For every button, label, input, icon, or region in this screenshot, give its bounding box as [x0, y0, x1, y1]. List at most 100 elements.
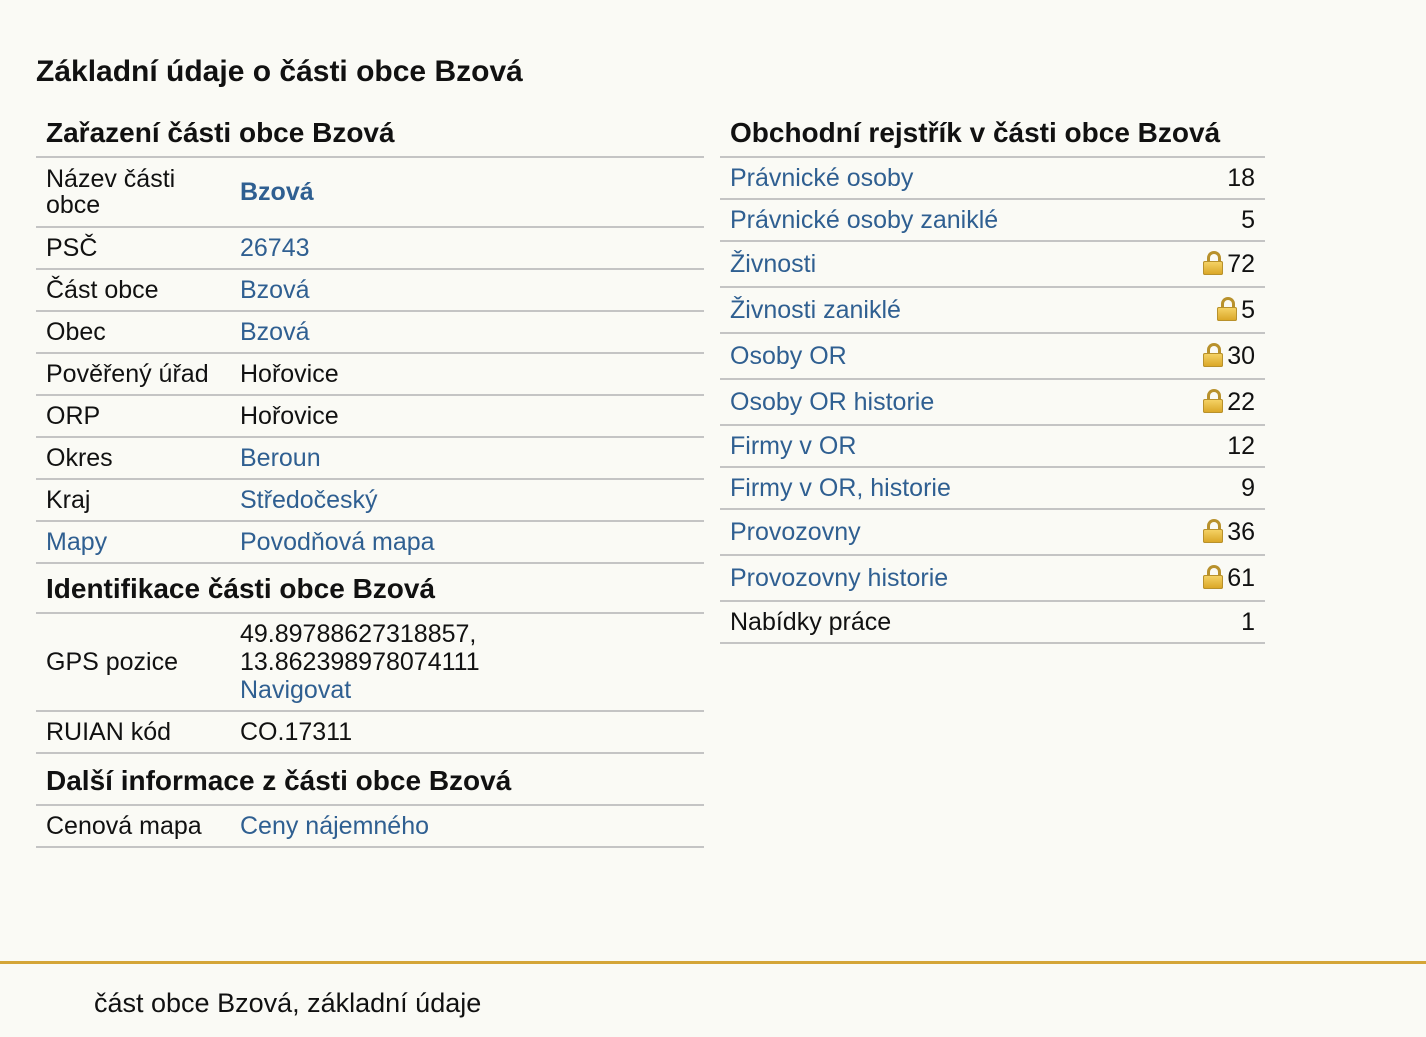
register-item-count-cell: 30 [1125, 333, 1265, 380]
register-item-count-cell: 36 [1125, 509, 1265, 556]
table-row-ruian: RUIAN kód CO.17311 [36, 711, 704, 754]
register-item-link[interactable]: Živnosti zaniklé [730, 296, 901, 324]
zarazeni-section-title: Zařazení části obce Bzová [36, 110, 704, 158]
row-label: Kraj [36, 479, 230, 522]
page-title: Základní údaje o části obce Bzová [36, 55, 523, 88]
register-item-link[interactable]: Provozovny [730, 518, 861, 546]
table-row-gps: GPS pozice 49.89788627318857, 13.8623989… [36, 614, 704, 712]
gps-value: 49.89788627318857, 13.862398978074111 Na… [230, 614, 704, 712]
table-row: Nabídky práce 1 [720, 601, 1265, 644]
lock-icon [1203, 251, 1224, 275]
table-row: Provozovny historie 61 [720, 555, 1265, 602]
row-label: Obec [36, 311, 230, 354]
register-item-count: 18 [1227, 164, 1255, 192]
row-label: Část obce [36, 269, 230, 312]
table-row: Právnické osoby zaniklé 5 [720, 199, 1265, 242]
row-label: ORP [36, 395, 230, 438]
register-item-count: 5 [1241, 296, 1255, 324]
register-item-link[interactable]: Firmy v OR [730, 432, 857, 460]
right-column: Obchodní rejstřík v části obce Bzová Prá… [720, 110, 1265, 644]
register-item-count-cell: 22 [1125, 379, 1265, 426]
register-item-count: 12 [1227, 432, 1255, 460]
dalsi-section-title: Další informace z části obce Bzová [36, 758, 704, 806]
register-item-count: 30 [1227, 342, 1255, 370]
ceny-najemneho-link[interactable]: Ceny nájemného [240, 812, 430, 840]
register-item-count: 61 [1227, 564, 1255, 592]
mapy-link[interactable]: Mapy [46, 528, 108, 556]
table-row: Živnosti 72 [720, 241, 1265, 288]
register-item-count: 36 [1227, 518, 1255, 546]
row-label: RUIAN kód [36, 711, 230, 754]
register-item-link[interactable]: Právnické osoby [730, 164, 914, 192]
register-item-count-cell: 1 [1125, 601, 1265, 644]
table-row: Firmy v OR, historie 9 [720, 467, 1265, 510]
identifikace-section-title: Identifikace části obce Bzová [36, 566, 704, 614]
gps-longitude: 13.862398978074111 [240, 648, 480, 676]
lock-icon [1203, 519, 1224, 543]
register-item-link[interactable]: Firmy v OR, historie [730, 474, 951, 502]
dalsi-table: Cenová mapa Ceny nájemného [36, 806, 704, 848]
table-row-cast-obce: Část obce Bzová [36, 269, 704, 312]
kraj-link[interactable]: Středočeský [240, 486, 378, 514]
table-row-okres: Okres Beroun [36, 437, 704, 480]
table-row-obec: Obec Bzová [36, 311, 704, 354]
register-item-count: 22 [1227, 388, 1255, 416]
table-row-kraj: Kraj Středočeský [36, 479, 704, 522]
register-item-count-cell: 5 [1125, 287, 1265, 334]
table-row: Osoby OR historie 22 [720, 379, 1265, 426]
register-item-count-cell: 12 [1125, 425, 1265, 468]
register-item-link[interactable]: Osoby OR historie [730, 388, 935, 416]
register-item-link[interactable]: Živnosti [730, 250, 817, 278]
obchodni-section-title: Obchodní rejstřík v části obce Bzová [720, 110, 1265, 158]
row-label: Okres [36, 437, 230, 480]
cast-obce-link[interactable]: Bzová [240, 276, 310, 304]
register-item-count: 5 [1241, 206, 1255, 234]
lock-icon [1217, 297, 1238, 321]
row-label: PSČ [36, 227, 230, 270]
table-row-mapy: Mapy Povodňová mapa [36, 521, 704, 564]
footer: část obce Bzová, základní údaje [0, 961, 1426, 1037]
register-item-count-cell: 5 [1125, 199, 1265, 242]
row-label: Cenová mapa [36, 806, 230, 848]
register-item-count-cell: 9 [1125, 467, 1265, 510]
gps-latitude: 49.89788627318857, [240, 620, 477, 648]
register-item-count: 1 [1241, 608, 1255, 636]
register-item-link: Nabídky práce [730, 608, 892, 636]
obec-link[interactable]: Bzová [240, 318, 310, 346]
row-label: GPS pozice [36, 614, 230, 712]
table-row: Osoby OR 30 [720, 333, 1265, 380]
table-row-nazev: Název části obce Bzová [36, 158, 704, 228]
table-row: Živnosti zaniklé 5 [720, 287, 1265, 334]
register-item-count-cell: 61 [1125, 555, 1265, 602]
row-label: Název části obce [36, 158, 230, 228]
psc-link[interactable]: 26743 [240, 234, 310, 262]
navigovat-link[interactable]: Navigovat [240, 676, 352, 704]
row-label: Pověřený úřad [36, 353, 230, 396]
lock-icon [1203, 565, 1224, 589]
footer-text: část obce Bzová, základní údaje [94, 988, 482, 1018]
table-row-orp: ORP Hořovice [36, 395, 704, 438]
ruian-value: CO.17311 [230, 711, 704, 754]
register-item-link[interactable]: Právnické osoby zaniklé [730, 206, 999, 234]
register-item-count-cell: 72 [1125, 241, 1265, 288]
lock-icon [1203, 389, 1224, 413]
lock-icon [1203, 343, 1224, 367]
table-row-cenova-mapa: Cenová mapa Ceny nájemného [36, 806, 704, 848]
register-item-count: 72 [1227, 250, 1255, 278]
orp-value: Hořovice [230, 395, 704, 438]
table-row-povereny-urad: Pověřený úřad Hořovice [36, 353, 704, 396]
table-row: Firmy v OR 12 [720, 425, 1265, 468]
table-row: Provozovny 36 [720, 509, 1265, 556]
povodnova-mapa-link[interactable]: Povodňová mapa [240, 528, 435, 556]
register-item-count-cell: 18 [1125, 158, 1265, 200]
identifikace-table: GPS pozice 49.89788627318857, 13.8623989… [36, 614, 704, 754]
povereny-urad-value: Hořovice [230, 353, 704, 396]
obchodni-table: Právnické osoby 18 Právnické osoby zaniklé… [720, 158, 1265, 644]
table-row-psc: PSČ 26743 [36, 227, 704, 270]
register-item-link[interactable]: Provozovny historie [730, 564, 949, 592]
register-item-link[interactable]: Osoby OR [730, 342, 847, 370]
register-item-count: 9 [1241, 474, 1255, 502]
nazev-link[interactable]: Bzová [240, 178, 314, 206]
okres-link[interactable]: Beroun [240, 444, 321, 472]
left-column: Zařazení části obce Bzová Název části ob… [36, 110, 704, 848]
